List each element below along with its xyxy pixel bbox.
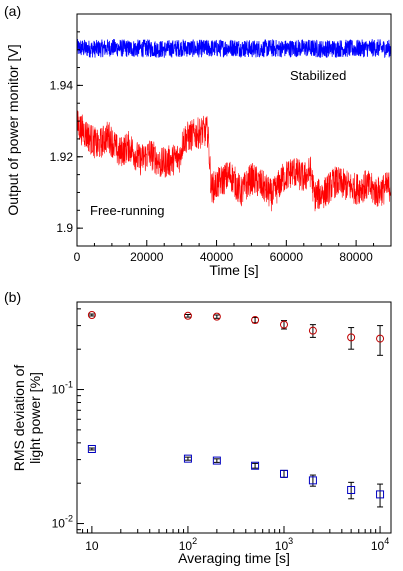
panel-b-x-tick-label: 10: [85, 539, 99, 553]
panel-a-series-free-running-line: [76, 110, 392, 212]
panel-a-y-tick-label: 1.94: [50, 78, 74, 92]
panel-a-x-tick-label: 40000: [200, 250, 234, 264]
data-point-square: [279, 469, 288, 478]
panel-a-plot-area: [76, 39, 392, 212]
panel-b-plot-area: [87, 310, 385, 508]
panel-b-y-axis-title-line-2: light power [%]: [27, 372, 43, 464]
data-point-circle: [183, 311, 192, 320]
panel-a-x-tick-label: 80000: [339, 250, 373, 264]
panel-b-frame: [76, 301, 392, 534]
panel-b-y-axis-title-line-1: RMS deviation of: [11, 365, 27, 472]
panel-a: (a) 0 20000 40000 60000 80000 1.9 1.92 1.94 St…: [4, 3, 392, 278]
panel-a-x-tick-label: 0: [74, 250, 81, 264]
data-point-circle: [308, 326, 317, 335]
panel-a-x-ticks: 0 20000 40000 60000 80000: [74, 240, 392, 264]
panel-b-x-ticks: 10 102 103 104: [82, 526, 389, 553]
data-point-square: [183, 454, 192, 463]
free-running-annotation: Free-running: [90, 203, 164, 218]
panel-b: (b) 10 102 103 104 10-2 10-1 Averaging time …: [4, 289, 392, 566]
panel-b-x-tick-label: 104: [371, 536, 389, 553]
panel-a-y-tick-label: 1.92: [50, 150, 74, 164]
panel-b-x-tick-label: 103: [275, 536, 293, 553]
panel-b-y-ticks: 10-2 10-1: [52, 308, 84, 531]
data-point-square: [212, 456, 221, 465]
data-point-square: [308, 476, 317, 485]
data-point-circle: [376, 334, 385, 343]
panel-b-series-1: [87, 310, 385, 356]
data-point-circle: [347, 333, 356, 342]
data-point-square: [376, 490, 385, 499]
data-point-circle: [251, 316, 260, 325]
data-point-circle: [87, 310, 96, 319]
panel-b-y-tick-label: 10-2: [52, 514, 73, 531]
panel-a-series-stabilized-line: [76, 39, 392, 59]
data-point-square: [347, 485, 356, 494]
panel-b-x-tick-label: 102: [179, 536, 197, 553]
panel-a-x-tick-label: 60000: [270, 250, 304, 264]
panel-b-series-2: [87, 444, 385, 508]
stabilized-annotation: Stabilized: [290, 68, 346, 83]
panel-a-y-tick-label: 1.9: [56, 221, 73, 235]
data-point-circle: [279, 320, 288, 329]
panel-a-x-axis-title: Time [s]: [209, 262, 258, 278]
panel-a-y-axis-title: Output of power monitor [V]: [5, 44, 21, 215]
panel-b-label: (b): [4, 289, 21, 305]
data-point-square: [251, 461, 260, 470]
panel-a-y-ticks: 1.9 1.92 1.94: [50, 13, 83, 247]
data-point-circle: [212, 312, 221, 321]
panel-b-y-tick-label: 10-1: [52, 380, 73, 397]
panel-a-x-tick-label: 20000: [130, 250, 164, 264]
panel-b-x-axis-title: Averaging time [s]: [178, 550, 290, 566]
panel-a-label: (a): [4, 3, 21, 19]
data-point-square: [87, 444, 96, 453]
